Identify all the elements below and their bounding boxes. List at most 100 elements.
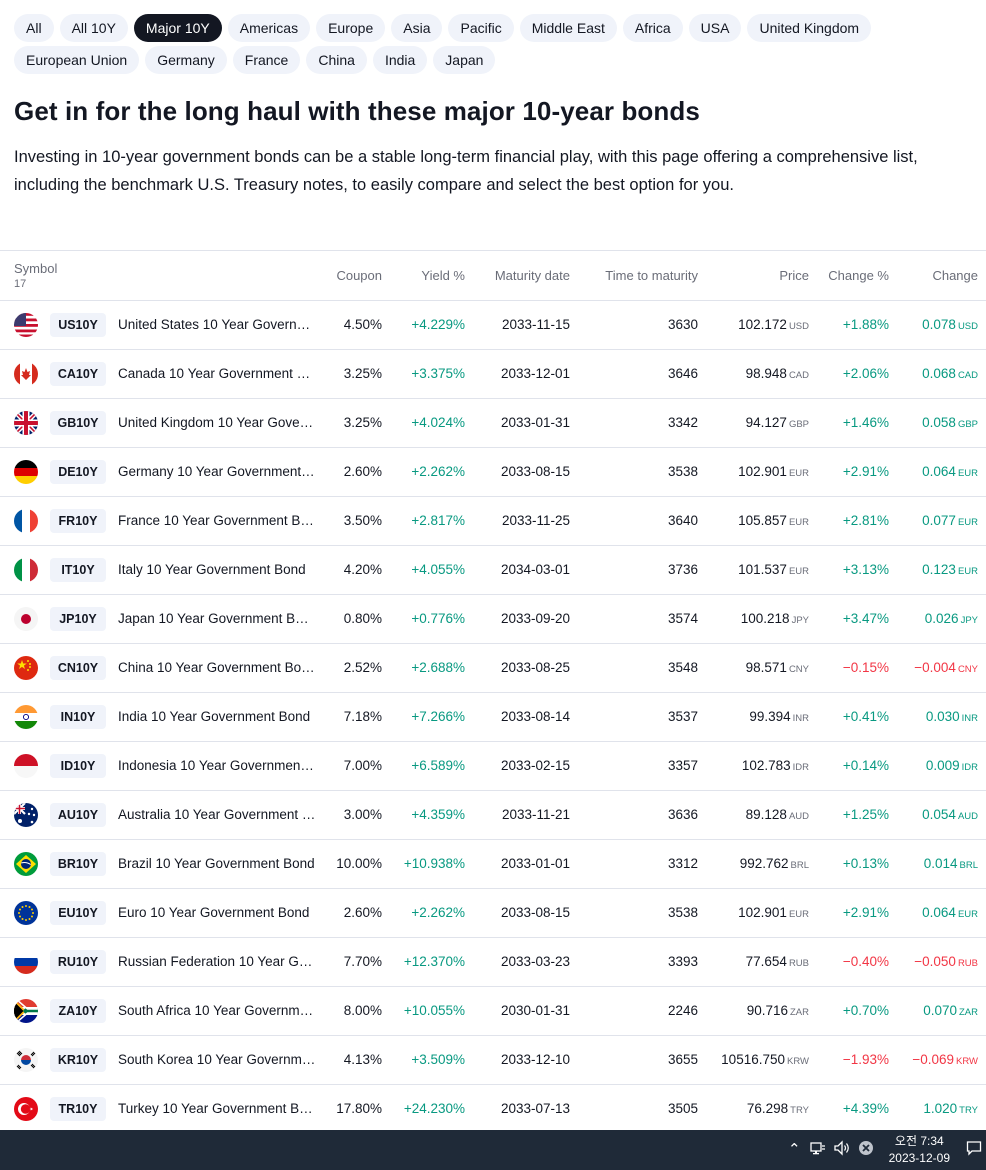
ticker-badge[interactable]: EU10Y <box>50 901 106 925</box>
table-row[interactable]: CN10Y China 10 Year Government Bond 2.52% +… <box>0 644 986 693</box>
bond-name[interactable]: Australia 10 Year Government Bond <box>118 807 316 822</box>
ticker-badge[interactable]: JP10Y <box>50 607 106 631</box>
table-row[interactable]: EU10Y Euro 10 Year Government Bond 2.60% +2… <box>0 889 986 938</box>
table-row[interactable]: DE10Y Germany 10 Year Government Bond 2.60… <box>0 448 986 497</box>
table-row[interactable]: KR10Y South Korea 10 Year Government Bond… <box>0 1036 986 1085</box>
bond-name[interactable]: Turkey 10 Year Government Bond <box>118 1101 316 1116</box>
filter-chip[interactable]: Europe <box>316 14 386 42</box>
filter-chip[interactable]: All 10Y <box>59 14 128 42</box>
bond-name[interactable]: Russian Federation 10 Year Government Bo… <box>118 954 316 969</box>
bond-name[interactable]: United States 10 Year Government Bond <box>118 317 316 332</box>
bond-name[interactable]: South Korea 10 Year Government Bond <box>118 1052 316 1067</box>
table-row[interactable]: RU10Y Russian Federation 10 Year Governme… <box>0 938 986 987</box>
coupon-value: 10.00% <box>336 856 382 871</box>
yield-value: +12.370% <box>403 954 465 969</box>
bond-name[interactable]: Indonesia 10 Year Government Bond <box>118 758 316 773</box>
bond-name[interactable]: Canada 10 Year Government Bond <box>118 366 316 381</box>
change-currency: EUR <box>957 566 978 577</box>
coupon-value: 7.18% <box>343 709 382 724</box>
ticker-badge[interactable]: US10Y <box>50 313 106 337</box>
bond-name[interactable]: Euro 10 Year Government Bond <box>118 905 310 920</box>
table-row[interactable]: BR10Y Brazil 10 Year Government Bond 10.00… <box>0 840 986 889</box>
table-row[interactable]: TR10Y Turkey 10 Year Government Bond 17.80… <box>0 1085 986 1134</box>
bond-name[interactable]: Italy 10 Year Government Bond <box>118 562 306 577</box>
filter-chip[interactable]: Americas <box>227 14 311 42</box>
filter-chip[interactable]: Germany <box>145 46 227 74</box>
table-row[interactable]: ZA10Y South Africa 10 Year Government Bon… <box>0 987 986 1036</box>
price-value: 102.901 <box>738 905 787 920</box>
filter-chip[interactable]: Asia <box>391 14 443 42</box>
change-currency: RUB <box>957 958 978 969</box>
ticker-badge[interactable]: AU10Y <box>50 803 106 827</box>
bond-name[interactable]: South Africa 10 Year Government Bond <box>118 1003 316 1018</box>
filter-chip[interactable]: USA <box>688 14 742 42</box>
filter-chip[interactable]: European Union <box>14 46 140 74</box>
filter-chip[interactable]: India <box>372 46 428 74</box>
ticker-badge[interactable]: GB10Y <box>50 411 106 435</box>
filter-chip[interactable]: Major 10Y <box>133 14 222 42</box>
change-pct-value: +0.70% <box>842 1003 889 1018</box>
ticker-badge[interactable]: RU10Y <box>50 950 106 974</box>
tr-flag-icon <box>14 1097 38 1121</box>
table-row[interactable]: IT10Y Italy 10 Year Government Bond 4.20% +… <box>0 546 986 595</box>
table-row[interactable]: JP10Y Japan 10 Year Government Bond 0.80% +… <box>0 595 986 644</box>
header-yield[interactable]: Yield % <box>421 268 465 283</box>
table-row[interactable]: CA10Y Canada 10 Year Government Bond 3.25%… <box>0 350 986 399</box>
filter-chip[interactable]: Middle East <box>519 14 617 42</box>
filter-chip[interactable]: Japan <box>433 46 496 74</box>
filter-chip[interactable]: United Kingdom <box>747 14 872 42</box>
bond-name[interactable]: Germany 10 Year Government Bond <box>118 464 316 479</box>
bond-name[interactable]: India 10 Year Government Bond <box>118 709 311 724</box>
table-row[interactable]: IN10Y India 10 Year Government Bond 7.18% +… <box>0 693 986 742</box>
id-flag-icon <box>14 754 38 778</box>
time-to-maturity: 3636 <box>667 807 698 822</box>
ticker-badge[interactable]: CN10Y <box>50 656 106 680</box>
notification-icon[interactable] <box>966 1140 982 1162</box>
ticker-badge[interactable]: ZA10Y <box>50 999 106 1023</box>
table-row[interactable]: FR10Y France 10 Year Government Bond 3.50%… <box>0 497 986 546</box>
ticker-badge[interactable]: ID10Y <box>50 754 106 778</box>
header-change[interactable]: Change <box>932 268 978 283</box>
bond-name[interactable]: China 10 Year Government Bond <box>118 660 316 675</box>
header-maturity[interactable]: Maturity date <box>494 268 570 283</box>
header-time-to-maturity[interactable]: Time to maturity <box>605 268 698 283</box>
speaker-icon[interactable] <box>833 1140 851 1162</box>
filter-chip[interactable]: France <box>232 46 301 74</box>
ticker-badge[interactable]: IN10Y <box>50 705 106 729</box>
ticker-badge[interactable]: IT10Y <box>50 558 106 582</box>
ticker-badge[interactable]: DE10Y <box>50 460 106 484</box>
price-currency: AUD <box>788 811 809 822</box>
taskbar-clock[interactable]: 오전 7:34 2023-12-09 <box>889 1133 950 1167</box>
time-to-maturity: 2246 <box>667 1003 698 1018</box>
header-symbol[interactable]: Symbol <box>14 261 58 276</box>
ticker-badge[interactable]: FR10Y <box>50 509 106 533</box>
maturity-date: 2033-08-15 <box>500 905 570 920</box>
bond-name[interactable]: Brazil 10 Year Government Bond <box>118 856 315 871</box>
close-circle-icon[interactable] <box>858 1140 874 1162</box>
table-row[interactable]: GB10Y United Kingdom 10 Year Government B… <box>0 399 986 448</box>
time-to-maturity: 3505 <box>667 1101 698 1116</box>
price-currency: GBP <box>788 419 809 430</box>
ticker-badge[interactable]: KR10Y <box>50 1048 106 1072</box>
network-icon[interactable] <box>810 1140 826 1162</box>
table-row[interactable]: ID10Y Indonesia 10 Year Government Bond 7.… <box>0 742 986 791</box>
header-coupon[interactable]: Coupon <box>336 268 382 283</box>
filter-chip[interactable]: Pacific <box>448 14 514 42</box>
chevron-up-icon[interactable]: ⌃ <box>788 1141 801 1158</box>
bond-name[interactable]: France 10 Year Government Bond <box>118 513 316 528</box>
filter-chip[interactable]: China <box>306 46 367 74</box>
filter-chip[interactable]: All <box>14 14 54 42</box>
maturity-date: 2033-12-10 <box>500 1052 570 1067</box>
bond-name[interactable]: United Kingdom 10 Year Government Bond <box>118 415 316 430</box>
coupon-value: 3.00% <box>343 807 382 822</box>
header-price[interactable]: Price <box>779 268 809 283</box>
ticker-badge[interactable]: BR10Y <box>50 852 106 876</box>
table-row[interactable]: AU10Y Australia 10 Year Government Bond 3.… <box>0 791 986 840</box>
bond-name[interactable]: Japan 10 Year Government Bond <box>118 611 316 626</box>
ticker-badge[interactable]: TR10Y <box>50 1097 106 1121</box>
change-value: 0.026 <box>924 611 959 626</box>
ticker-badge[interactable]: CA10Y <box>50 362 106 386</box>
filter-chip[interactable]: Africa <box>622 14 683 42</box>
table-row[interactable]: US10Y United States 10 Year Government Bo… <box>0 301 986 350</box>
header-change-pct[interactable]: Change % <box>828 268 889 283</box>
